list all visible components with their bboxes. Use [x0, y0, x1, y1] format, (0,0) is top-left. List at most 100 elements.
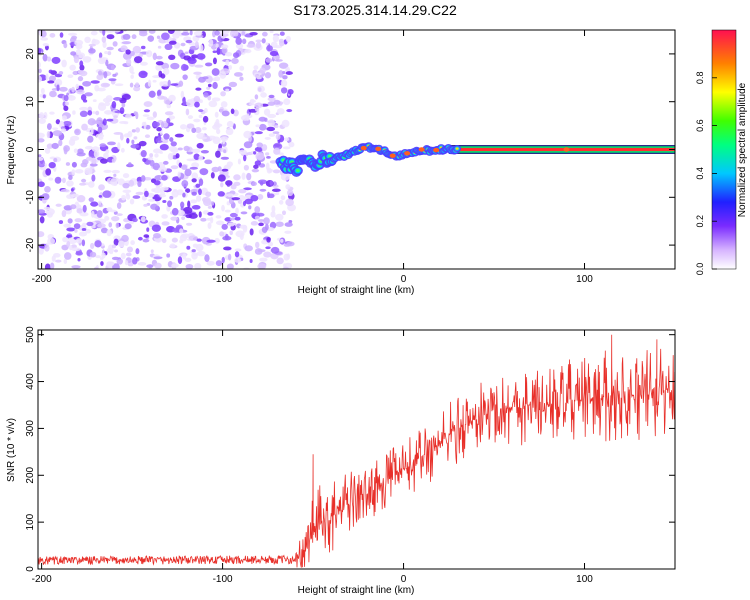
spectrogram-noise-cell: [234, 251, 240, 258]
spectrogram-noise-cell: [117, 178, 125, 186]
spectrogram-noise-cell: [212, 81, 218, 90]
spectrogram-noise-cell: [138, 140, 147, 147]
spectrogram-noise-cell: [180, 63, 188, 72]
spectrogram-noise-cell: [107, 51, 112, 56]
spectrogram-noise-cell: [137, 262, 147, 266]
spectrogram-noise-cell: [39, 216, 45, 224]
spectrogram-x-tick-label: 100: [576, 274, 593, 285]
spectrogram-noise-cell: [279, 31, 285, 36]
spectrogram-noise-cell: [79, 110, 88, 118]
spectrogram-noise-layer: [38, 30, 297, 269]
spectrogram-noise-cell: [160, 73, 166, 79]
spectrogram-noise-cell: [208, 39, 214, 47]
spectrogram-noise-cell: [206, 260, 215, 266]
spectrogram-noise-cell: [168, 115, 176, 120]
spectrogram-noise-cell: [155, 64, 163, 72]
spectrogram-noise-cell: [120, 147, 125, 153]
spectrogram-noise-cell: [129, 198, 135, 205]
spectrogram-noise-cell: [64, 252, 72, 260]
spectrogram-noise-cell: [271, 188, 281, 193]
spectrogram-noise-cell: [120, 45, 128, 52]
spectrogram-noise-cell: [182, 253, 187, 260]
spectrogram-noise-cell: [84, 92, 93, 97]
spectrogram-noise-cell: [191, 127, 197, 134]
spectrogram-noise-cell: [48, 69, 53, 74]
spectrogram-noise-cell: [148, 198, 156, 202]
spectrogram-noise-cell: [181, 32, 190, 36]
spectrogram-noise-cell: [212, 57, 217, 65]
spectrogram-noise-cell: [105, 59, 109, 67]
spectrogram-noise-cell: [181, 216, 186, 220]
spectrogram-noise-cell: [267, 241, 274, 247]
spectrogram-noise-cell: [55, 259, 62, 263]
spectrogram-noise-cell: [186, 245, 191, 250]
spectrogram-noise-cell: [267, 113, 277, 119]
snr-x-tick-label: -200: [32, 574, 52, 585]
spectrogram-noise-cell: [231, 197, 241, 201]
spectrogram-noise-cell: [189, 166, 199, 170]
spectrogram-noise-cell: [67, 94, 73, 98]
spectrogram-noise-cell: [255, 39, 262, 43]
spectrogram-noise-cell: [216, 47, 221, 56]
spectrogram-noise-cell: [275, 213, 284, 221]
spectrogram-noise-cell: [202, 76, 209, 80]
signal-hotspot: [404, 151, 411, 156]
spectrogram-noise-cell: [169, 243, 176, 248]
spectrogram-noise-cell: [191, 172, 199, 180]
spectrogram-noise-cell: [246, 43, 256, 48]
spectrogram-noise-cell: [86, 221, 94, 227]
spectrogram-noise-cell: [285, 35, 291, 43]
spectrogram-noise-cell: [223, 246, 232, 251]
spectrogram-noise-cell: [152, 79, 157, 83]
spectrogram-noise-cell: [237, 199, 243, 205]
spectrogram-noise-cell: [123, 133, 131, 138]
spectrogram-noise-cell: [63, 258, 68, 265]
spectrogram-noise-cell: [162, 199, 167, 204]
spectrogram-noise-cell: [200, 217, 207, 222]
signal-hotspot: [375, 146, 382, 152]
spectrogram-noise-cell: [171, 263, 179, 268]
spectrogram-noise-cell: [146, 116, 155, 121]
spectrogram-noise-cell: [266, 155, 271, 159]
spectrogram-noise-cell: [116, 258, 123, 265]
spectrogram-noise-cell: [214, 30, 220, 36]
spectrogram-noise-cell: [195, 183, 201, 188]
spectrogram-noise-cell: [254, 102, 264, 109]
spectrogram-noise-cell: [278, 62, 289, 69]
snr-frame: [37, 329, 676, 570]
spectrogram-noise-cell: [63, 42, 68, 49]
spectrogram-noise-cell: [246, 172, 252, 181]
spectrogram-noise-cell: [223, 164, 232, 170]
spectrogram-noise-cell: [221, 223, 228, 230]
spectrogram-noise-cell: [70, 51, 77, 56]
spectrogram-noise-cell: [269, 221, 277, 229]
spectrogram-noise-cell: [156, 127, 162, 132]
spectrogram-noise-cell: [225, 127, 234, 136]
spectrogram-noise-cell: [212, 50, 217, 54]
spectrogram-noise-cell: [170, 165, 179, 170]
spectrogram-noise-cell: [77, 70, 86, 75]
signal-hotspot: [418, 147, 425, 152]
spectrogram-noise-cell: [153, 256, 163, 260]
spectrogram-noise-cell: [42, 43, 49, 47]
spectrogram-noise-cell: [143, 203, 148, 207]
spectrogram-noise-cell: [150, 249, 154, 254]
spectrogram-noise-cell: [250, 194, 259, 202]
spectrogram-noise-cell: [272, 131, 280, 135]
spectrogram-noise-cell: [106, 46, 114, 51]
spectrogram-noise-cell: [183, 206, 193, 215]
snr-y-tick-label: 400: [25, 373, 36, 390]
spectrogram-noise-cell: [106, 247, 115, 253]
spectrogram-noise-cell: [101, 252, 106, 259]
spectrogram-noise-cell: [125, 113, 132, 119]
spectrogram-noise-cell: [82, 204, 87, 213]
spectrogram-noise-cell: [159, 186, 165, 193]
spectrogram-noise-cell: [264, 72, 272, 79]
spectrogram-noise-cell: [143, 234, 150, 238]
spectrogram-noise-cell: [46, 143, 54, 149]
spectrogram-noise-cell: [147, 156, 154, 161]
spectrogram-noise-cell: [130, 74, 134, 79]
spectrogram-noise-cell: [140, 175, 146, 182]
spectrogram-noise-cell: [38, 181, 45, 188]
